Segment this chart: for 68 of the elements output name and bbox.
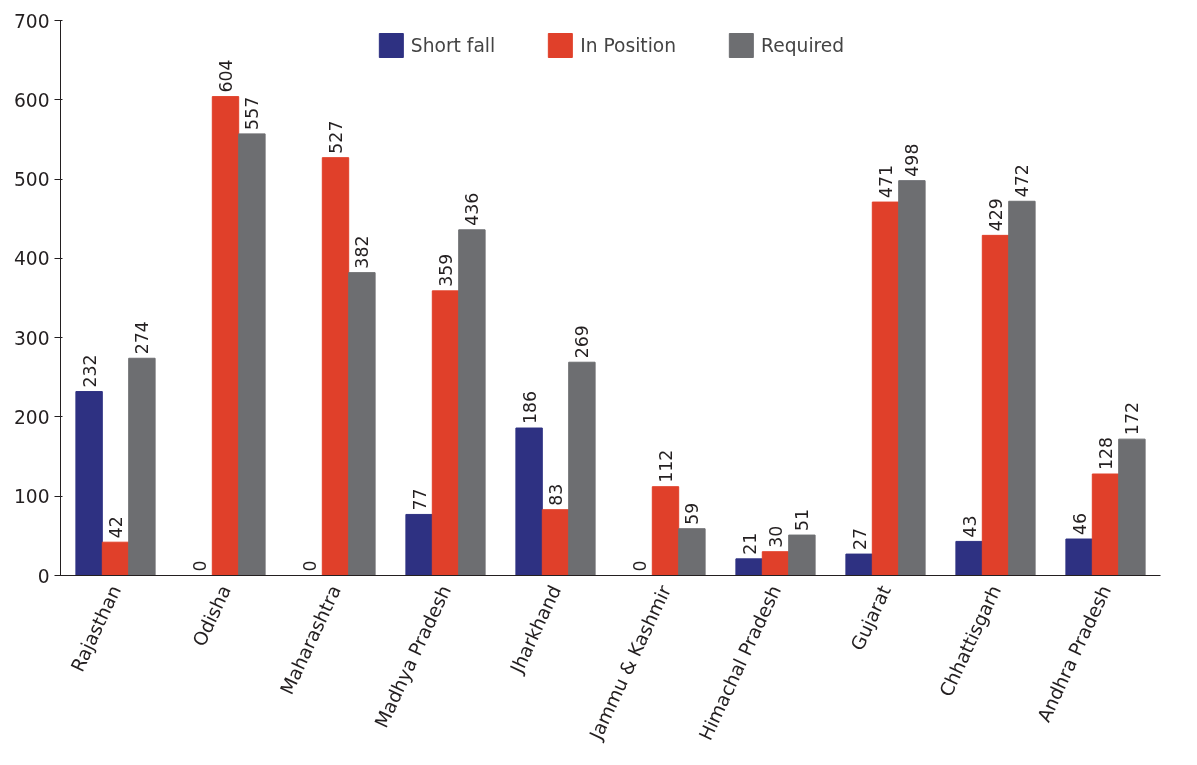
bar (348, 272, 376, 576)
data-label: 42 (106, 516, 126, 539)
data-label: 436 (462, 192, 483, 226)
bar (1091, 473, 1120, 576)
data-label: 27 (849, 528, 870, 551)
bar (321, 157, 350, 576)
data-label: 172 (1122, 402, 1143, 436)
data-label: 269 (572, 325, 593, 359)
data-label: 557 (242, 96, 263, 130)
bar (898, 180, 926, 576)
y-tick-label: 500 (13, 169, 50, 191)
y-tick-label: 600 (13, 89, 50, 111)
bar (541, 509, 570, 576)
bar (788, 534, 816, 576)
data-label: 51 (792, 509, 813, 532)
bar (761, 551, 790, 576)
bar (568, 361, 596, 576)
data-label: 429 (986, 198, 1006, 232)
bar (458, 229, 486, 576)
data-label: 498 (902, 143, 923, 177)
bar (211, 96, 240, 576)
bar (955, 540, 983, 576)
bar (871, 201, 900, 576)
bar (735, 558, 763, 576)
data-label: 382 (352, 235, 373, 269)
data-label: 232 (79, 354, 100, 388)
legend-label: In Position (580, 34, 677, 56)
data-label: 112 (656, 449, 676, 483)
data-label: 471 (876, 164, 896, 199)
bar (678, 528, 706, 576)
y-tick-label: 300 (13, 327, 50, 349)
data-label: 128 (1096, 436, 1116, 471)
data-label: 59 (682, 502, 703, 525)
bar (845, 553, 873, 576)
data-label: 30 (766, 525, 786, 548)
data-label: 359 (436, 253, 456, 287)
data-label: 21 (739, 532, 760, 555)
data-label: 46 (1069, 512, 1090, 536)
y-tick-label: 100 (13, 486, 50, 508)
data-label: 472 (1012, 164, 1033, 198)
bar (1008, 200, 1036, 576)
y-tick-label: 400 (13, 248, 50, 270)
bar (75, 391, 103, 576)
bar (515, 427, 543, 576)
data-label: 83 (546, 483, 566, 506)
bar (431, 290, 460, 576)
bar (1118, 438, 1146, 576)
bar (405, 513, 433, 576)
data-label: 0 (629, 560, 650, 572)
bar (101, 541, 130, 576)
bar (981, 234, 1010, 576)
data-label: 0 (299, 560, 320, 572)
bar (238, 133, 266, 576)
y-tick-label: 700 (13, 10, 50, 32)
legend-label: Short fall (410, 34, 496, 56)
data-label: 186 (519, 390, 540, 425)
y-tick-label: 200 (13, 406, 50, 428)
data-label: 274 (132, 321, 153, 355)
data-label: 527 (326, 120, 346, 154)
legend-label: Required (761, 34, 845, 56)
y-tick-label: 0 (37, 565, 50, 587)
bar (651, 486, 680, 576)
bar (1065, 538, 1093, 576)
data-label: 0 (189, 560, 210, 572)
data-label: 43 (959, 515, 980, 538)
data-label: 604 (216, 59, 236, 93)
bar (128, 357, 156, 576)
data-label: 77 (409, 488, 430, 511)
